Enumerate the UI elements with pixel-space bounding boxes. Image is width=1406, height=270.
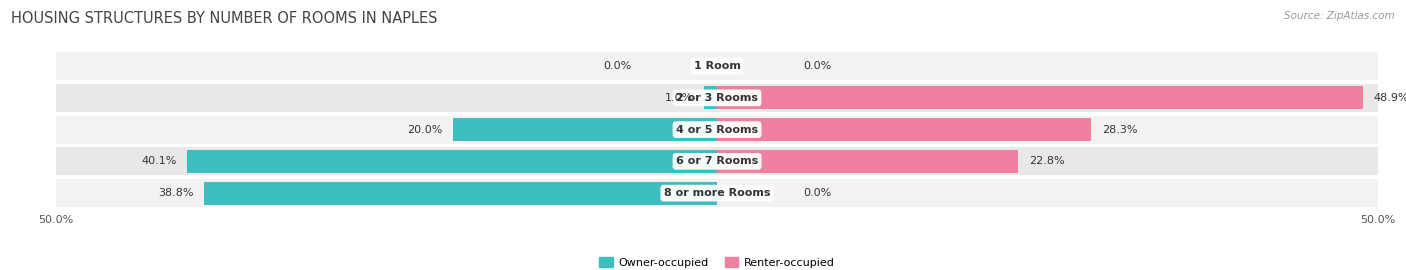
Text: 0.0%: 0.0% (603, 61, 631, 71)
Text: 8 or more Rooms: 8 or more Rooms (664, 188, 770, 198)
Text: Source: ZipAtlas.com: Source: ZipAtlas.com (1284, 11, 1395, 21)
Text: 48.9%: 48.9% (1374, 93, 1406, 103)
Bar (717, 118, 1091, 141)
Bar (56, 147, 1378, 175)
Text: 28.3%: 28.3% (1102, 124, 1137, 135)
Bar (704, 86, 717, 109)
Bar (56, 84, 1378, 112)
Bar (56, 179, 1378, 207)
Bar (453, 118, 717, 141)
Legend: Owner-occupied, Renter-occupied: Owner-occupied, Renter-occupied (595, 252, 839, 270)
Bar (717, 150, 1018, 173)
Bar (56, 52, 1378, 80)
Text: 20.0%: 20.0% (406, 124, 441, 135)
Text: 0.0%: 0.0% (803, 188, 831, 198)
Bar (56, 116, 1378, 144)
Text: 1.0%: 1.0% (665, 93, 693, 103)
Text: 0.0%: 0.0% (803, 61, 831, 71)
Bar (717, 86, 1364, 109)
Text: 4 or 5 Rooms: 4 or 5 Rooms (676, 124, 758, 135)
Bar (187, 150, 717, 173)
Text: 40.1%: 40.1% (141, 156, 177, 166)
Text: 6 or 7 Rooms: 6 or 7 Rooms (676, 156, 758, 166)
Text: HOUSING STRUCTURES BY NUMBER OF ROOMS IN NAPLES: HOUSING STRUCTURES BY NUMBER OF ROOMS IN… (11, 11, 437, 26)
Bar (204, 182, 717, 205)
Text: 38.8%: 38.8% (159, 188, 194, 198)
Text: 2 or 3 Rooms: 2 or 3 Rooms (676, 93, 758, 103)
Text: 22.8%: 22.8% (1029, 156, 1064, 166)
Text: 1 Room: 1 Room (693, 61, 741, 71)
